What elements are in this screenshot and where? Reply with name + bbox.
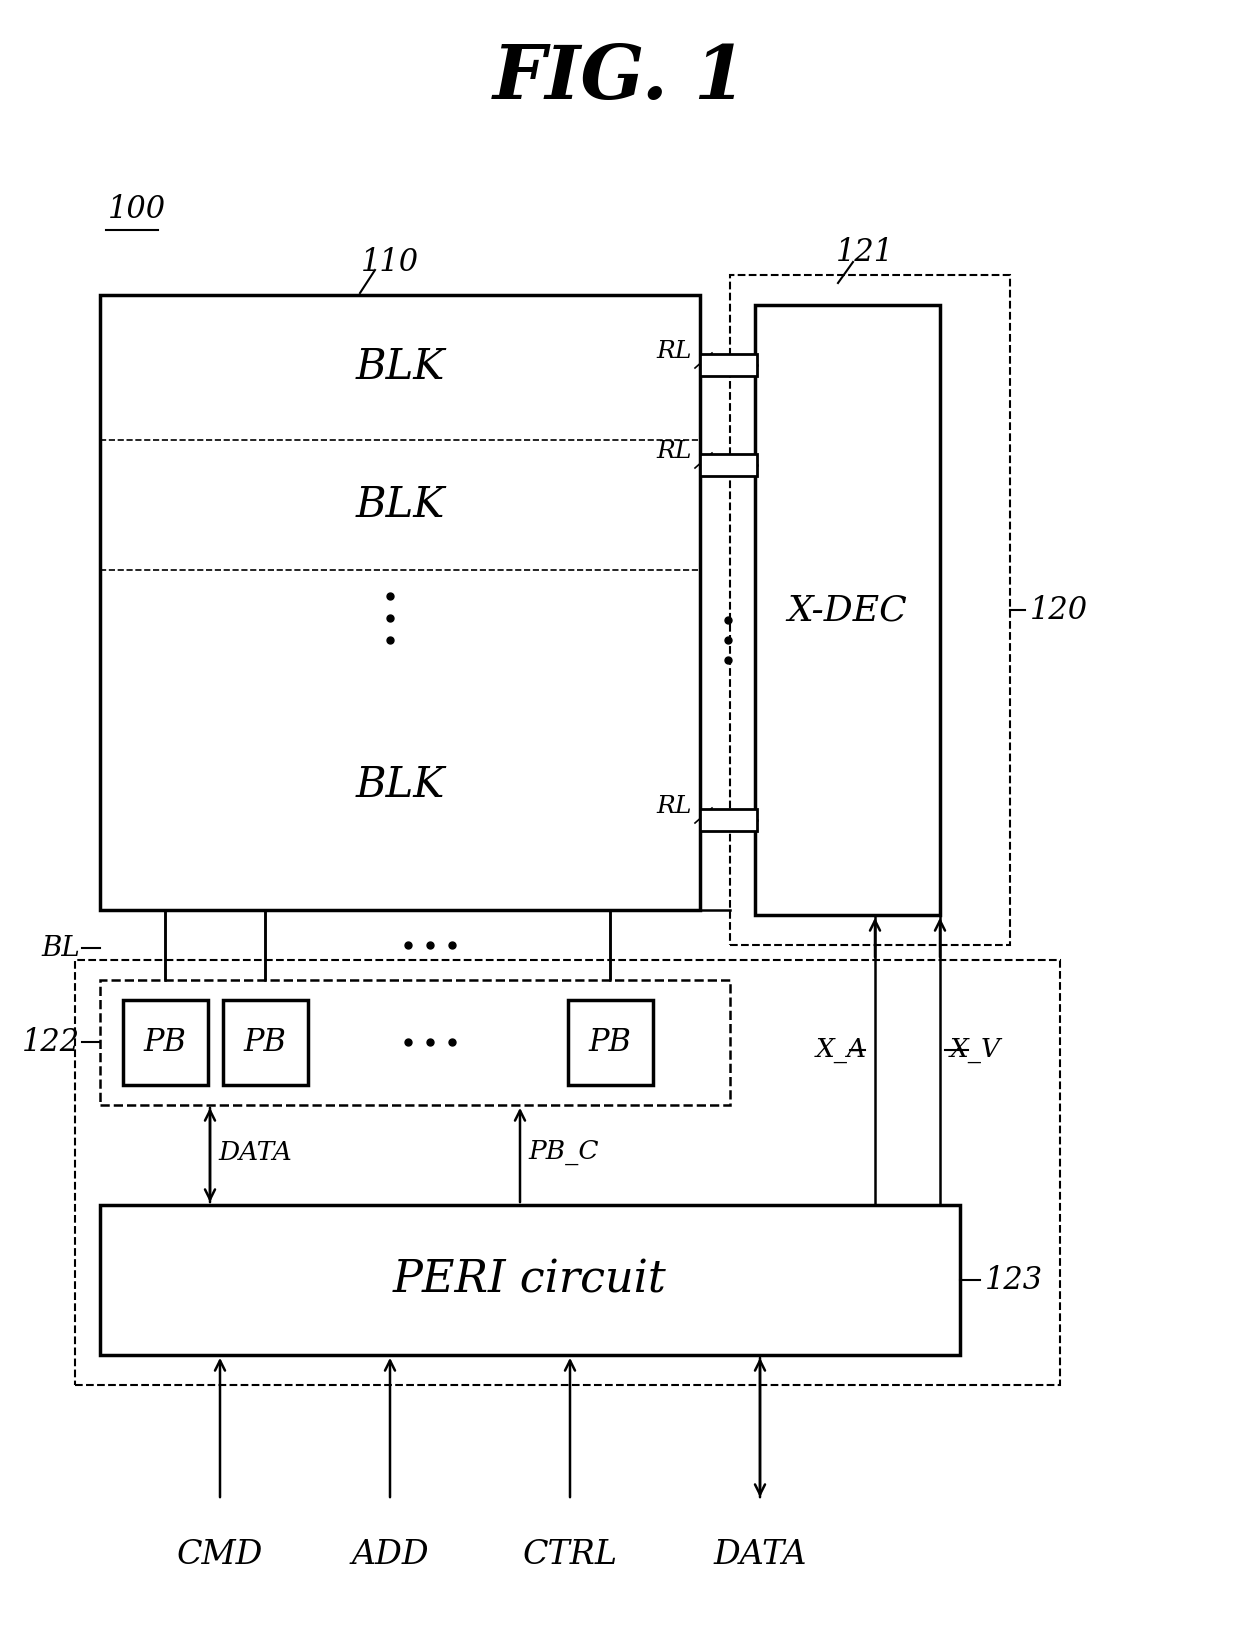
Text: BLK: BLK xyxy=(356,764,445,806)
Text: RL: RL xyxy=(656,340,692,363)
Text: DATA: DATA xyxy=(713,1539,807,1571)
Bar xyxy=(100,980,730,1105)
Text: X_A: X_A xyxy=(816,1038,867,1062)
Bar xyxy=(701,355,756,376)
Bar xyxy=(100,1205,960,1355)
Text: PB: PB xyxy=(243,1026,286,1057)
Text: 100: 100 xyxy=(108,194,166,225)
Text: BLK: BLK xyxy=(356,484,445,525)
Text: 110: 110 xyxy=(361,246,419,277)
Text: X-DEC: X-DEC xyxy=(787,593,908,627)
Text: 123: 123 xyxy=(985,1264,1043,1296)
Text: BLK: BLK xyxy=(356,346,445,388)
Text: X_V: X_V xyxy=(950,1038,1001,1062)
Text: CTRL: CTRL xyxy=(522,1539,618,1571)
Bar xyxy=(100,296,701,910)
Text: FIG. 1: FIG. 1 xyxy=(494,41,746,115)
Bar xyxy=(222,1000,308,1084)
Bar xyxy=(730,274,1011,946)
Text: RL: RL xyxy=(656,795,692,818)
Bar xyxy=(701,810,756,831)
Text: DATA: DATA xyxy=(218,1140,291,1164)
Bar xyxy=(701,453,756,476)
Bar xyxy=(123,1000,207,1084)
Bar xyxy=(74,961,1060,1384)
Text: BL: BL xyxy=(41,934,81,962)
Text: CMD: CMD xyxy=(177,1539,263,1571)
Text: PB_C: PB_C xyxy=(528,1140,599,1164)
Text: ADD: ADD xyxy=(351,1539,429,1571)
Text: RL: RL xyxy=(656,440,692,463)
Text: 121: 121 xyxy=(836,236,894,268)
Text: 122: 122 xyxy=(22,1026,81,1057)
Text: PB: PB xyxy=(144,1026,186,1057)
Text: PERI circuit: PERI circuit xyxy=(393,1258,667,1302)
Bar xyxy=(755,305,940,915)
Text: PB: PB xyxy=(589,1026,631,1057)
Text: 120: 120 xyxy=(1030,594,1089,626)
Bar xyxy=(568,1000,652,1084)
